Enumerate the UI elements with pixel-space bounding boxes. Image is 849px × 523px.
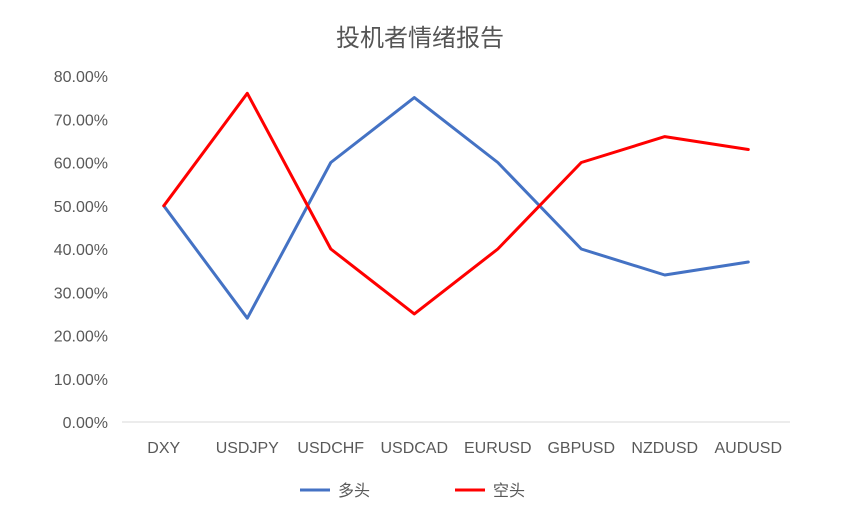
series-lines xyxy=(162,91,750,320)
series-line-0 xyxy=(162,96,750,320)
y-tick-label: 40.00% xyxy=(54,242,108,259)
chart-title: 投机者情绪报告 xyxy=(336,24,504,52)
y-tick-label: 50.00% xyxy=(54,199,108,216)
x-tick-label: USDCAD xyxy=(380,440,448,457)
x-tick-label: USDJPY xyxy=(216,440,279,457)
y-tick-label: 60.00% xyxy=(54,156,108,173)
x-tick-label: NZDUSD xyxy=(631,440,698,457)
x-tick-label: GBPUSD xyxy=(547,440,615,457)
series-line-1 xyxy=(162,91,750,316)
x-tick-label: USDCHF xyxy=(297,440,364,457)
legend-label: 空头 xyxy=(493,481,525,500)
y-axis-ticks: 0.00% 10.00% 20.00% 30.00% 40.00% 50.00% 60.00… xyxy=(54,69,108,432)
x-axis-ticks: DXY USDJPY USDCHF USDCAD EURUSD GBPUSD NZDUSD A… xyxy=(147,440,782,457)
y-tick-label: 10.00% xyxy=(54,372,108,389)
y-tick-label: 70.00% xyxy=(54,112,108,129)
legend: 多头 空头 xyxy=(300,481,525,500)
y-tick-label: 20.00% xyxy=(54,329,108,346)
y-tick-label: 0.00% xyxy=(63,415,108,432)
x-tick-label: DXY xyxy=(147,440,180,457)
y-tick-label: 30.00% xyxy=(54,285,108,302)
x-tick-label: AUDUSD xyxy=(714,440,782,457)
legend-label: 多头 xyxy=(338,481,370,500)
y-tick-label: 80.00% xyxy=(54,69,108,86)
x-tick-label: EURUSD xyxy=(464,440,532,457)
